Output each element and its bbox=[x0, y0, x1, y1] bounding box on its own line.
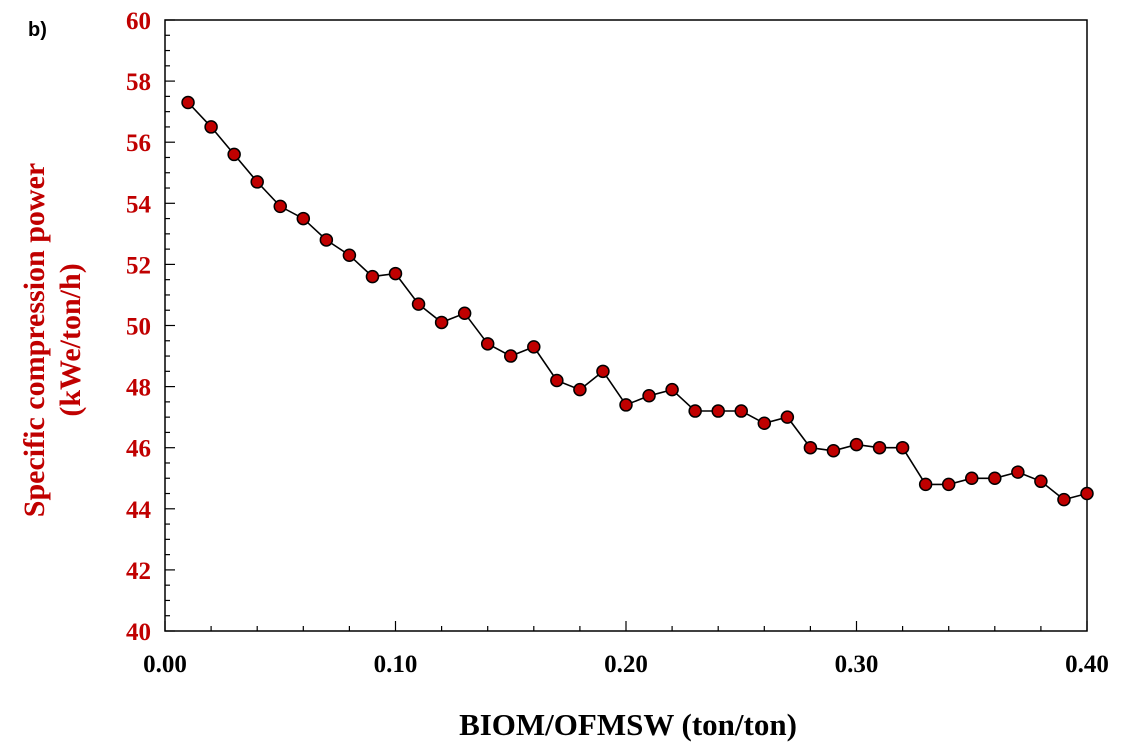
plot-frame bbox=[164, 19, 1088, 632]
data-point bbox=[596, 364, 610, 379]
data-point bbox=[918, 477, 933, 492]
y-tick-label: 56 bbox=[126, 130, 151, 157]
data-point bbox=[1057, 492, 1071, 507]
x-tick-label: 0.10 bbox=[374, 651, 418, 678]
y-axis-ticks bbox=[165, 19, 175, 632]
x-tick-label: 0.00 bbox=[143, 651, 187, 678]
data-point bbox=[573, 382, 587, 397]
data-point bbox=[227, 147, 241, 162]
data-point bbox=[895, 440, 910, 455]
data-point bbox=[342, 248, 357, 262]
data-point bbox=[319, 233, 334, 247]
series-points bbox=[181, 95, 1094, 507]
panel-label: b) bbox=[28, 19, 47, 41]
data-point bbox=[757, 416, 772, 431]
series-line bbox=[187, 101, 1088, 501]
series-specific-compression-power bbox=[181, 95, 1094, 507]
y-axis-label-line2: (kWe/ton/h) bbox=[54, 263, 87, 416]
x-axis-ticks bbox=[164, 621, 1088, 631]
data-point bbox=[1034, 474, 1048, 489]
data-point bbox=[457, 306, 472, 321]
data-point bbox=[941, 477, 956, 492]
data-point bbox=[642, 389, 656, 403]
data-point bbox=[388, 266, 403, 281]
y-tick-label: 50 bbox=[126, 314, 151, 341]
data-point bbox=[1080, 486, 1094, 501]
data-point bbox=[965, 471, 979, 485]
data-point bbox=[1011, 465, 1025, 479]
data-point bbox=[527, 340, 541, 354]
y-tick-label: 58 bbox=[126, 69, 151, 96]
data-point bbox=[365, 269, 380, 284]
x-axis-label: BIOM/OFMSW (ton/ton) bbox=[459, 707, 797, 742]
y-tick-label: 54 bbox=[126, 191, 152, 218]
x-tick-label: 0.20 bbox=[604, 651, 648, 678]
data-point bbox=[780, 410, 795, 424]
data-point bbox=[619, 398, 633, 412]
data-point bbox=[803, 440, 818, 455]
data-point bbox=[273, 199, 287, 214]
data-point bbox=[204, 120, 218, 134]
y-tick-label: 60 bbox=[126, 8, 151, 35]
x-axis-tick-labels: 0.00 0.10 0.20 0.30 0.40 bbox=[143, 651, 1109, 678]
data-point bbox=[988, 471, 1002, 485]
y-tick-label: 44 bbox=[126, 497, 152, 524]
y-axis-tick-labels: 40 42 44 46 48 50 52 54 56 58 60 bbox=[126, 8, 152, 646]
data-point bbox=[688, 404, 702, 418]
data-point bbox=[434, 315, 449, 330]
data-point bbox=[250, 175, 264, 189]
data-point bbox=[504, 349, 518, 363]
data-point bbox=[872, 440, 887, 455]
y-tick-label: 48 bbox=[126, 375, 151, 402]
data-point bbox=[181, 95, 195, 110]
y-tick-label: 46 bbox=[126, 436, 151, 463]
data-point bbox=[826, 444, 841, 458]
y-axis-label-line1: Specific compression power bbox=[18, 163, 51, 517]
data-point bbox=[480, 337, 495, 351]
data-point bbox=[734, 404, 748, 418]
y-tick-label: 52 bbox=[126, 252, 151, 279]
data-point bbox=[296, 211, 311, 226]
data-point bbox=[711, 404, 725, 418]
x-tick-label: 0.30 bbox=[835, 651, 879, 678]
y-tick-label: 42 bbox=[126, 558, 151, 585]
data-point bbox=[849, 437, 864, 452]
data-point bbox=[550, 373, 564, 388]
data-point bbox=[665, 382, 679, 397]
y-tick-label: 40 bbox=[126, 619, 151, 646]
data-point bbox=[411, 297, 426, 311]
x-tick-label: 0.40 bbox=[1065, 651, 1109, 678]
